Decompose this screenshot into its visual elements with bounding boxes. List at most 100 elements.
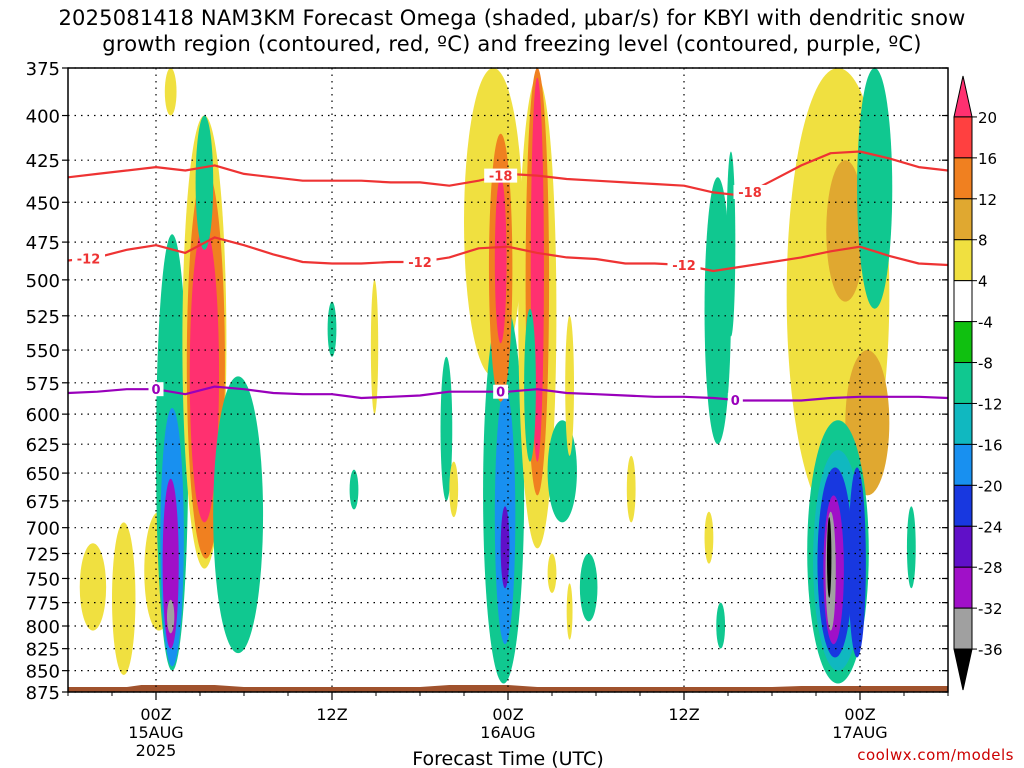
- omega-cell-0: [79, 543, 107, 631]
- omega-cell-27: [524, 308, 536, 462]
- omega-cell-33: [626, 455, 636, 523]
- omega-cell-35: [726, 151, 736, 337]
- contour-label-bg-freezing_level-0: [148, 382, 164, 397]
- colorbar-label-5: -4: [978, 314, 993, 332]
- colorbar-box-13: [953, 607, 973, 650]
- contour-dgz_lower: [68, 236, 948, 273]
- contour-label-freezing_level-0: 0: [151, 383, 160, 398]
- contour-label-freezing_level-2: 0: [731, 394, 740, 409]
- y-tick-label-700: 700: [26, 519, 60, 540]
- x-tick-label-6-line1: 00Z: [140, 705, 171, 724]
- omega-cell-39: [826, 160, 865, 302]
- contour-label-dgz_upper-0: -18: [489, 170, 513, 185]
- colorbar-box-8: [953, 402, 973, 445]
- contour-label-freezing_level-1: 0: [496, 386, 505, 401]
- omega-cell-23: [494, 177, 507, 344]
- contour-label-bg-dgz_lower-0: [72, 251, 106, 266]
- omega-cell-36: [704, 511, 714, 564]
- omega-cell-6: [167, 599, 175, 634]
- x-tick-label-6-line2: 15AUG: [128, 723, 183, 742]
- contour-label-bg-dgz_upper-0: [484, 168, 518, 183]
- colorbar-box-1: [953, 116, 973, 159]
- colorbar-box-6: [953, 321, 973, 364]
- contour-label-dgz_upper-1: -18: [738, 186, 762, 201]
- x-tick-label-54-line2: 17AUG: [832, 723, 887, 742]
- y-tick-label-800: 800: [26, 617, 60, 638]
- y-tick-label-875: 875: [26, 683, 60, 704]
- colorbar-box-3: [953, 198, 973, 241]
- y-tick-label-850: 850: [26, 662, 60, 683]
- colorbar-label-1: 16: [978, 150, 997, 168]
- colorbar-label-4: 4: [978, 273, 988, 291]
- y-tick-label-375: 375: [26, 59, 60, 80]
- x-tick-label-30-line1: 00Z: [492, 705, 523, 724]
- y-tick-label-575: 575: [26, 374, 60, 395]
- y-tick-label-475: 475: [26, 233, 60, 254]
- y-tick-label-425: 425: [26, 151, 60, 172]
- contour-label-dgz_lower-2: -12: [672, 259, 696, 274]
- omega-shading: [79, 68, 916, 684]
- omega-cell-42: [906, 506, 916, 589]
- omega-cell-17: [449, 461, 459, 518]
- y-tick-label-550: 550: [26, 341, 60, 362]
- colorbar-label-12: -32: [978, 600, 1003, 618]
- colorbar-box-4: [953, 239, 973, 282]
- contour-label-bg-dgz_upper-1: [733, 184, 767, 199]
- colorbar-label-2: 12: [978, 191, 997, 209]
- y-tick-label-750: 750: [26, 569, 60, 590]
- contours: -18 -18 -12 -12 -12 0 0 0: [68, 150, 948, 409]
- colorbar-cap-bottom: [953, 648, 973, 691]
- omega-cell-1: [112, 522, 136, 675]
- y-tick-label-450: 450: [26, 193, 60, 214]
- chart-title-line1: 2025081418 NAM3KM Forecast Omega (shaded…: [58, 6, 966, 30]
- x-axis-label: Forecast Time (UTC): [412, 748, 603, 768]
- y-tick-label-650: 650: [26, 464, 60, 485]
- colorbar-box-10: [953, 484, 973, 527]
- omega-cell-11: [213, 376, 264, 654]
- omega-cell-29: [565, 315, 574, 456]
- omega-cell-12: [164, 68, 177, 116]
- y-tick-label-825: 825: [26, 640, 60, 661]
- chart-title-line2: growth region (contoured, red, ºC) and f…: [102, 32, 922, 56]
- x-tick-label-54-line1: 00Z: [844, 705, 875, 724]
- omega-cell-10: [195, 115, 214, 250]
- contour-label-bg-freezing_level-1: [493, 384, 509, 399]
- omega-cell-21: [500, 506, 510, 589]
- y-tick-label-725: 725: [26, 545, 60, 566]
- x-tick-label-42-line1: 12Z: [668, 705, 699, 724]
- omega-cell-5: [162, 478, 179, 649]
- y-tick-label-625: 625: [26, 435, 60, 456]
- contour-label-bg-dgz_lower-1: [403, 254, 437, 269]
- y-tick-label-675: 675: [26, 492, 60, 513]
- colorbar-box-12: [953, 566, 973, 609]
- contour-label-bg-dgz_lower-2: [667, 257, 701, 272]
- omega-cell-31: [579, 553, 598, 622]
- x-tick-label-6-line3: 2025: [136, 741, 177, 760]
- y-tick-label-775: 775: [26, 594, 60, 615]
- colorbar-box-9: [953, 443, 973, 486]
- omega-cell-49: [848, 467, 866, 658]
- y-tick-label-400: 400: [26, 107, 60, 128]
- colorbar-label-10: -24: [978, 518, 1003, 536]
- colorbar-label-11: -28: [978, 559, 1003, 577]
- omega-cell-14: [370, 279, 379, 415]
- omega-cell-41: [857, 68, 893, 309]
- omega-cell-30: [566, 583, 573, 640]
- colorbar-label-0: 20: [978, 109, 997, 127]
- colorbar-label-6: -8: [978, 355, 993, 373]
- colorbar-label-9: -20: [978, 477, 1003, 495]
- colorbar-box-5: [953, 280, 973, 323]
- omega-cell-32: [547, 553, 557, 594]
- colorbar-label-8: -16: [978, 436, 1003, 454]
- contour-label-bg-freezing_level-2: [727, 392, 743, 407]
- colorbar-box-2: [953, 157, 973, 200]
- omega-cell-48: [827, 517, 832, 598]
- colorbar-label-7: -12: [978, 395, 1003, 413]
- contour-label-dgz_lower-1: -12: [408, 256, 432, 271]
- contour-label-dgz_lower-0: -12: [77, 252, 101, 267]
- colorbar-box-11: [953, 525, 973, 568]
- omega-cell-15: [349, 469, 359, 510]
- colorbar-box-7: [953, 362, 973, 404]
- omega-cell-37: [716, 602, 726, 649]
